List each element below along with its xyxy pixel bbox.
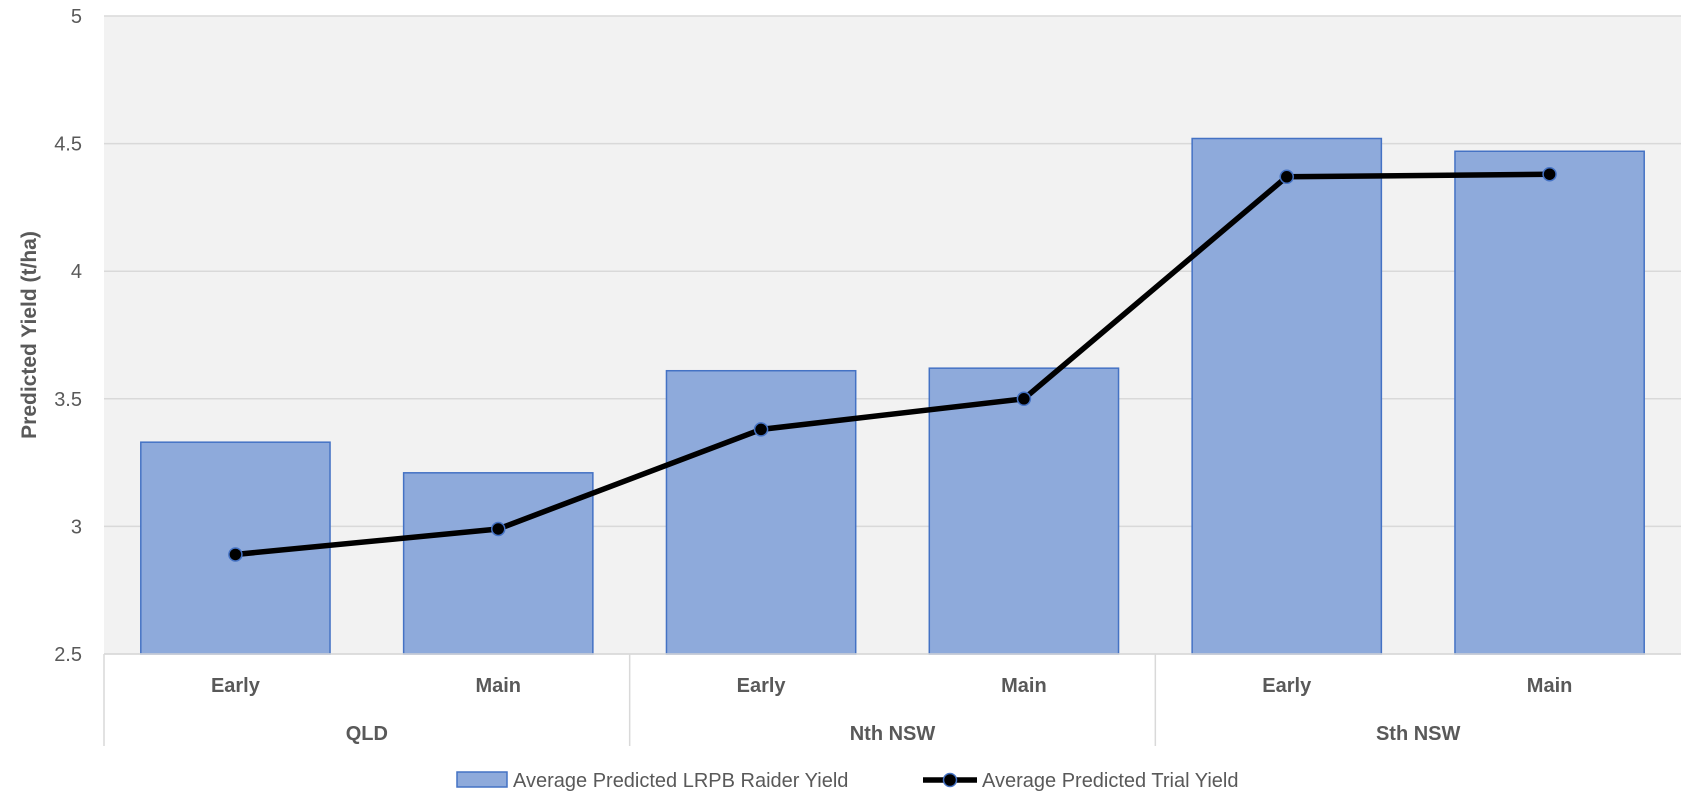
category-label: Early (211, 675, 261, 697)
group-label: Nth NSW (850, 723, 936, 745)
group-label: QLD (346, 723, 388, 745)
bar[interactable] (1454, 150, 1645, 655)
legend[interactable]: Average Predicted LRPB Raider Yield Avera… (456, 770, 1238, 792)
category-label: Main (1001, 675, 1047, 697)
line-point[interactable] (1279, 169, 1294, 185)
line-point[interactable] (753, 422, 769, 437)
y-axis-label: Predicted Yield (t/ha) (18, 231, 41, 439)
y-tick-label: 4.5 (54, 134, 82, 156)
y-tick-label: 3 (71, 516, 82, 538)
y-tick-label: 4 (71, 261, 82, 283)
line-point[interactable] (491, 521, 506, 537)
line-point[interactable] (1542, 166, 1557, 182)
bar[interactable] (1191, 137, 1383, 655)
x-axis: Early Main QLD Early Main Nth NSW Early Main Sth… (103, 653, 1681, 746)
line-point[interactable] (1016, 391, 1032, 407)
y-axis-ticks: 2.5 3 3.5 4 4.5 5 (54, 6, 82, 666)
category-label: Main (1527, 675, 1573, 697)
legend-label-bar: Average Predicted LRPB Raider Yield (513, 770, 848, 792)
line-point[interactable] (228, 547, 243, 562)
category-label: Early (737, 675, 787, 697)
legend-marker (942, 772, 958, 788)
category-label: Main (475, 675, 521, 697)
legend-label-line: Average Predicted Trial Yield (982, 770, 1238, 792)
bar[interactable] (928, 367, 1120, 655)
line-path (232, 171, 1553, 558)
group-label: Sth NSW (1376, 723, 1461, 745)
legend-swatch-bar (456, 771, 508, 788)
category-label: Early (1262, 675, 1312, 697)
y-tick-label: 2.5 (54, 644, 82, 666)
line-series (228, 166, 1557, 562)
bar[interactable] (402, 472, 594, 655)
y-tick-label: 3.5 (54, 389, 82, 411)
bar[interactable] (665, 369, 857, 655)
plot-area (104, 16, 1681, 654)
y-tick-label: 5 (71, 6, 82, 28)
